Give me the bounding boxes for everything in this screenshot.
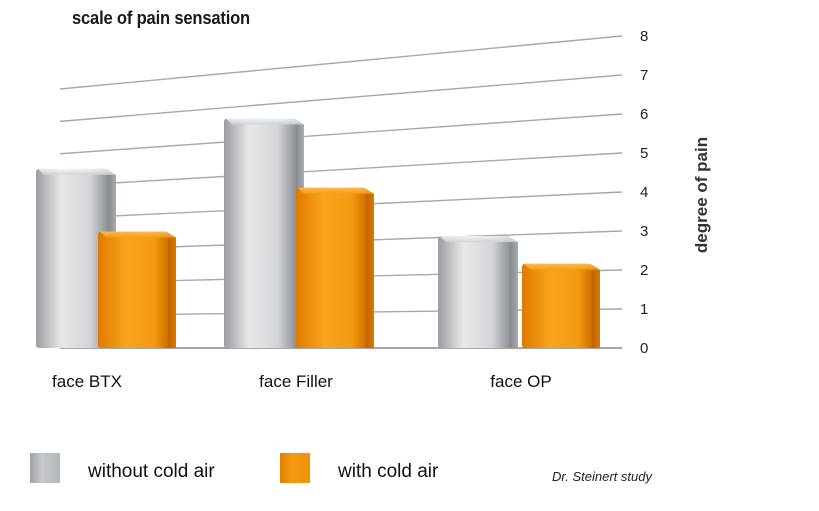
legend-swatch-without-cold-air xyxy=(30,453,60,483)
y-tick-label-4: 4 xyxy=(640,184,648,201)
y-tick-label-1: 1 xyxy=(640,301,648,318)
legend-label-with-cold-air: with cold air xyxy=(338,461,439,482)
bar-face-btx-with-cold-air xyxy=(98,231,176,348)
y-axis-ticks: 0 1 2 3 4 5 6 7 8 xyxy=(640,28,648,357)
x-tick-label-face-op: face OP xyxy=(490,372,552,391)
y-tick-label-0: 0 xyxy=(640,340,648,357)
source-note: Dr. Steinert study xyxy=(552,469,652,484)
gridline-8 xyxy=(59,35,623,90)
bar-face-op-without-cold-air xyxy=(438,236,518,348)
y-tick-label-6: 6 xyxy=(640,106,648,123)
bars xyxy=(36,118,600,348)
bar-face-filler-without-cold-air xyxy=(224,118,304,348)
y-tick-label-8: 8 xyxy=(640,28,648,45)
x-tick-label-face-btx: face BTX xyxy=(52,372,122,391)
chart-title: scale of pain sensation xyxy=(72,8,250,28)
bar-face-filler-with-cold-air xyxy=(296,187,374,348)
gridline-7 xyxy=(59,74,623,123)
y-tick-label-5: 5 xyxy=(640,145,648,162)
legend-label-without-cold-air: without cold air xyxy=(88,461,215,482)
bar-chart-canvas: 0 1 2 3 4 5 6 7 8 xyxy=(36,28,648,357)
y-tick-label-3: 3 xyxy=(640,223,648,240)
y-tick-label-7: 7 xyxy=(640,67,648,84)
bar-face-op-with-cold-air xyxy=(522,263,600,348)
gridline-6 xyxy=(59,113,623,155)
gridline-5 xyxy=(59,152,623,187)
legend-swatch-with-cold-air xyxy=(280,453,310,483)
y-axis-label: degree of pain xyxy=(692,136,711,254)
y-tick-label-2: 2 xyxy=(640,262,648,279)
x-tick-label-face-filler: face Filler xyxy=(259,372,333,391)
